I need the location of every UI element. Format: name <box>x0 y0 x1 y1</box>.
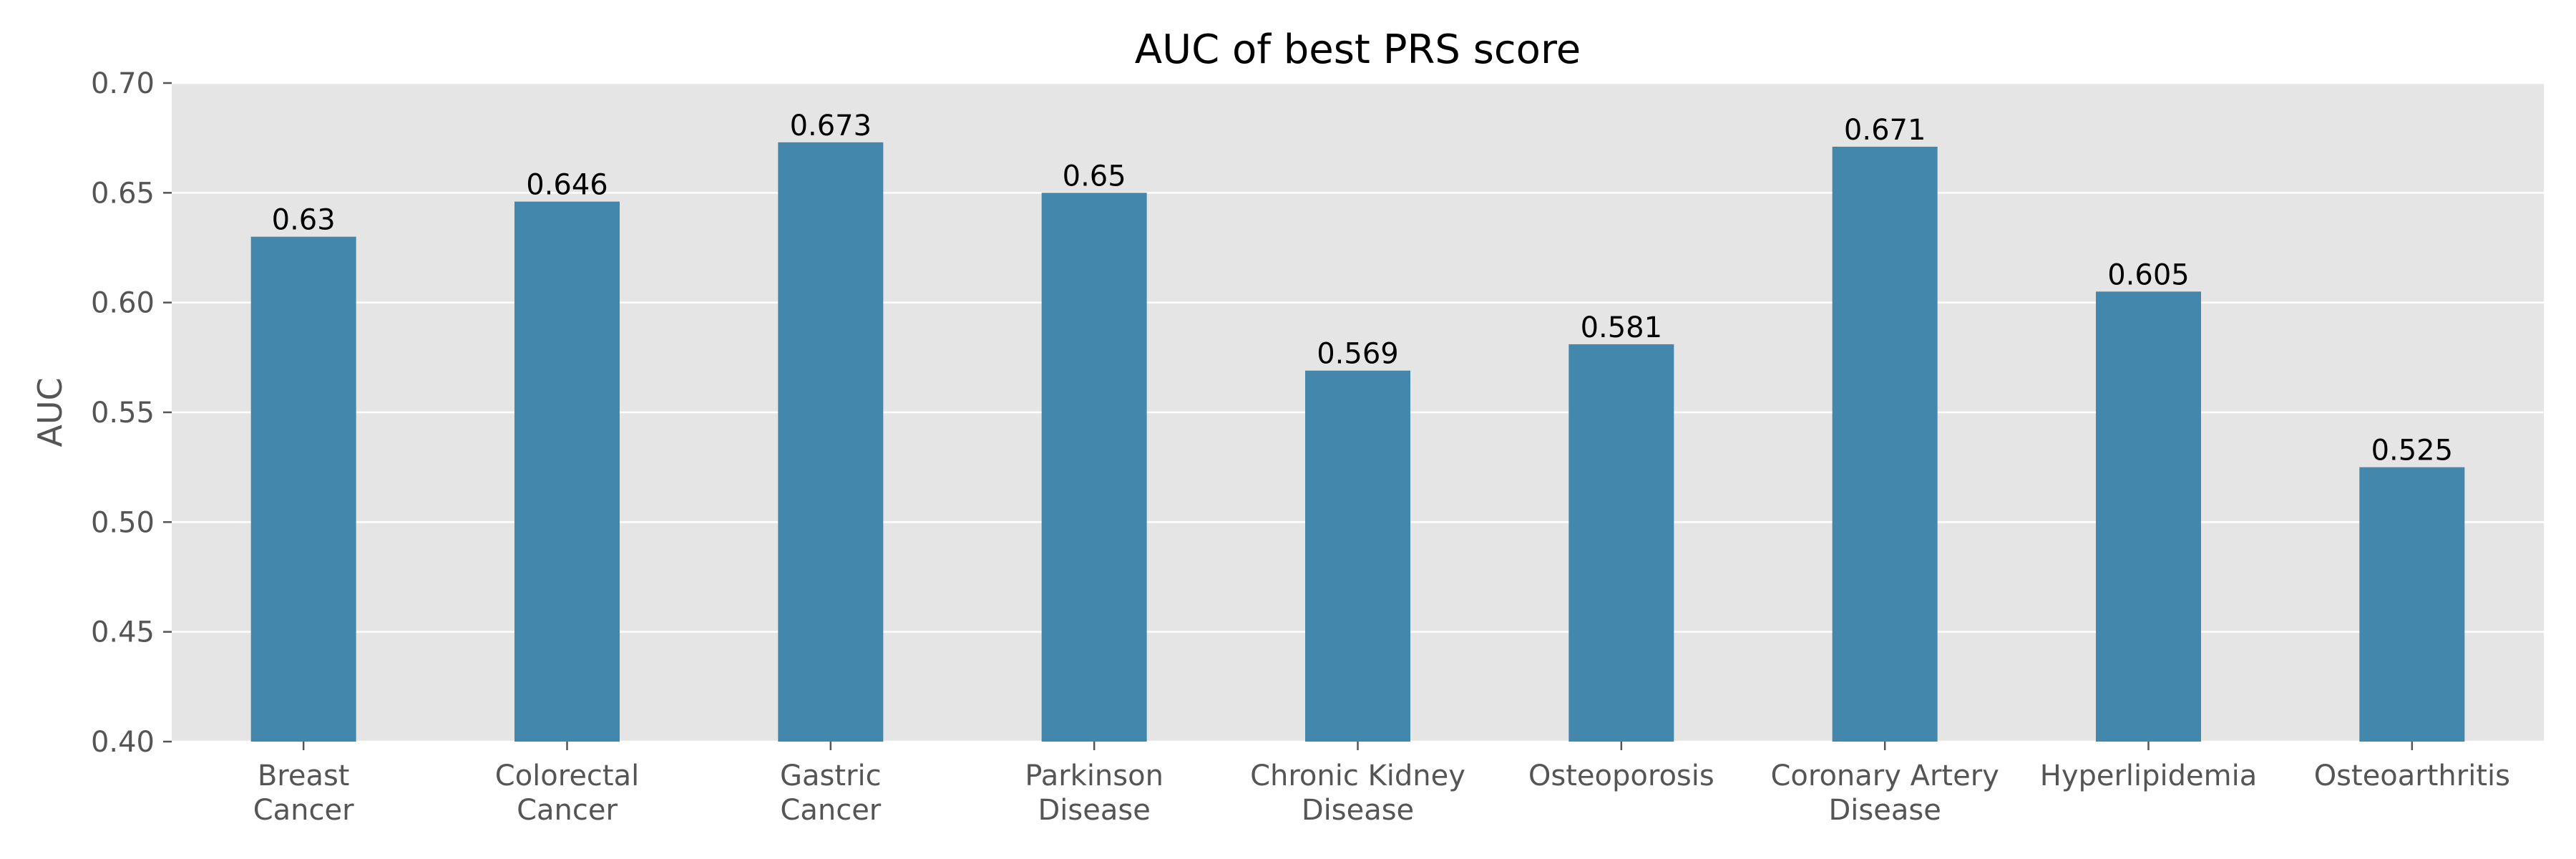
y-tick-label: 0.45 <box>91 616 155 649</box>
bar <box>514 201 620 742</box>
data-labels: 0.63 0.646 0.673 0.65 0.569 0.581 0.671 0.605 0.… <box>272 110 2453 467</box>
bar <box>2359 467 2465 742</box>
data-label: 0.65 <box>1063 160 1126 193</box>
x-tick-label: Osteoarthritis <box>2314 759 2510 792</box>
x-tick-label: Gastric <box>780 759 882 792</box>
x-tick-label: Cancer <box>517 794 618 827</box>
x-tick-label: Breast <box>258 759 350 792</box>
y-tick-label: 0.70 <box>91 67 155 100</box>
data-label: 0.581 <box>1581 311 1663 344</box>
x-tick-label: Hyperlipidemia <box>2040 759 2258 792</box>
x-tick-label: Disease <box>1829 794 1941 827</box>
data-label: 0.63 <box>272 204 336 237</box>
data-label: 0.525 <box>2371 435 2454 467</box>
data-label: 0.605 <box>2107 258 2190 291</box>
x-tick-label: Colorectal <box>495 759 639 792</box>
bar <box>1305 370 1410 742</box>
data-label: 0.673 <box>790 110 872 142</box>
bar <box>2096 291 2201 742</box>
data-label: 0.671 <box>1844 114 1926 147</box>
y-tick-label: 0.65 <box>91 177 155 210</box>
x-tick-label: Disease <box>1038 794 1151 827</box>
x-tick-label: Cancer <box>253 794 354 827</box>
y-tick-label: 0.40 <box>91 726 155 759</box>
data-label: 0.569 <box>1317 338 1399 371</box>
chart-title: AUC of best PRS score <box>1135 26 1581 73</box>
bar <box>1041 193 1147 742</box>
y-axis-ticks: 0.40 0.45 0.50 0.55 0.60 0.65 0.70 <box>91 67 172 759</box>
x-tick-label: Cancer <box>780 794 881 827</box>
y-axis-label: AUC <box>31 377 69 447</box>
x-tick-label: Parkinson <box>1025 759 1163 792</box>
x-tick-label: Coronary Artery <box>1770 759 1999 792</box>
x-tick-label: Chronic Kidney <box>1250 759 1465 792</box>
x-tick-label: Osteoporosis <box>1528 759 1714 792</box>
y-tick-label: 0.60 <box>91 287 155 320</box>
data-label: 0.646 <box>526 169 608 202</box>
x-axis-ticks: BreastCancerColorectalCancerGastricCance… <box>253 742 2510 827</box>
bar <box>1832 146 1938 742</box>
bar <box>778 142 884 742</box>
bars <box>250 142 2465 742</box>
x-tick-label: Disease <box>1302 794 1414 827</box>
bar <box>250 236 356 742</box>
y-tick-label: 0.50 <box>91 506 155 539</box>
y-tick-label: 0.55 <box>91 397 155 430</box>
bar <box>1568 344 1674 742</box>
